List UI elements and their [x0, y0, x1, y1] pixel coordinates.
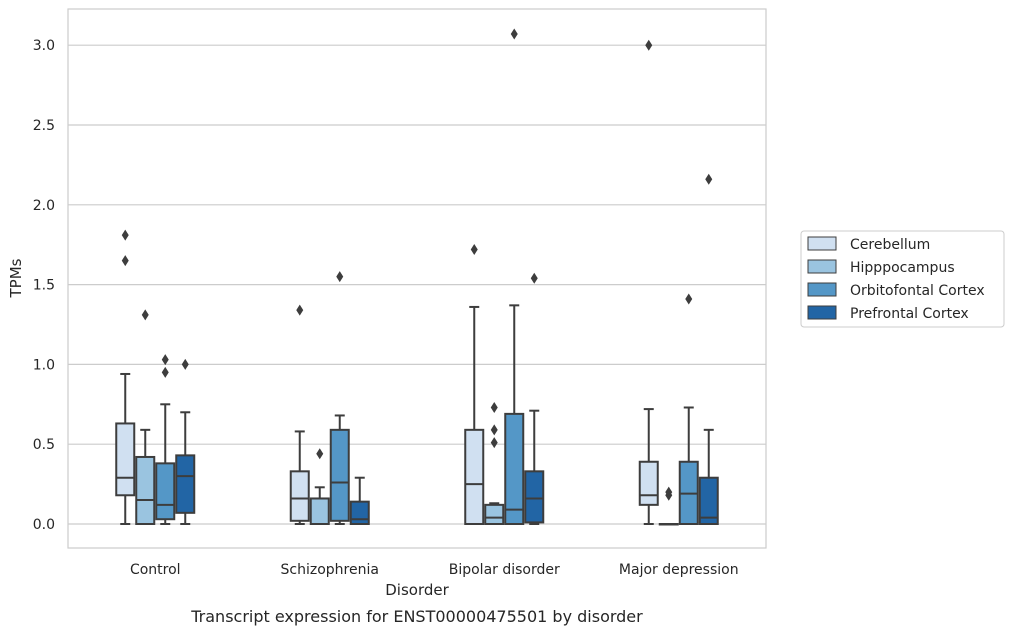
box-cerebellum	[464, 243, 485, 525]
outlier-marker	[141, 309, 149, 321]
outlier-marker	[296, 304, 304, 316]
y-tick-label: 1.5	[33, 278, 55, 294]
box-body	[638, 460, 659, 506]
legend-label: Prefrontal Cortex	[850, 306, 969, 322]
box-cerebellum	[115, 229, 136, 525]
outlier-marker	[121, 229, 129, 241]
outlier-marker	[490, 401, 498, 413]
box-body	[289, 470, 310, 522]
legend: Cerebellum Hipppocampus Orbitofontal Corte…	[800, 230, 1005, 328]
box-body	[349, 500, 370, 526]
x-tick-label: Schizophrenia	[281, 562, 379, 578]
box-hipppocampus	[658, 486, 679, 526]
y-tick-label: 0.5	[33, 437, 55, 453]
x-tick-label: Control	[130, 562, 181, 578]
box-cerebellum	[289, 304, 310, 525]
outlier-marker	[705, 173, 713, 185]
box-prefrontal-cortex	[698, 173, 719, 526]
y-axis-ticks: 0.0 0.5 1.0 1.5 2.0 2.5 3.0	[33, 38, 55, 533]
y-tick-label: 1.0	[33, 357, 55, 373]
legend-label: Hipppocampus	[850, 260, 955, 276]
box-prefrontal-cortex	[175, 358, 196, 525]
outlier-marker	[316, 448, 324, 460]
box-body	[135, 455, 156, 525]
box-hipppocampus	[309, 448, 330, 525]
outlier-marker	[121, 255, 129, 267]
outlier-marker	[510, 28, 518, 40]
plot-frame	[67, 8, 767, 549]
chart-caption: Transcript expression for ENST0000047550…	[190, 607, 643, 626]
box-orbitofontal-cortex	[329, 271, 350, 525]
box-body	[524, 470, 545, 524]
y-tick-label: 2.0	[33, 198, 55, 214]
legend-items: Cerebellum Hipppocampus Orbitofontal Corte…	[807, 236, 985, 322]
box-body	[155, 462, 176, 521]
outlier-marker	[181, 358, 189, 370]
box-orbitofontal-cortex	[678, 293, 699, 526]
box-orbitofontal-cortex	[504, 28, 525, 526]
y-tick-label: 3.0	[33, 38, 55, 54]
outlier-marker	[336, 271, 344, 283]
outlier-marker	[665, 486, 673, 498]
outlier-marker	[685, 293, 693, 305]
box-hipppocampus	[484, 401, 505, 525]
box-orbitofontal-cortex	[155, 354, 176, 525]
legend-swatch	[807, 305, 837, 320]
box-cerebellum	[638, 39, 659, 525]
x-axis-ticks: Control Schizophrenia Bipolar disorder Majo…	[130, 562, 739, 578]
outlier-marker	[161, 354, 169, 366]
legend-frame	[800, 230, 1005, 328]
box-body	[484, 503, 505, 525]
box-body	[309, 497, 330, 525]
box-prefrontal-cortex	[524, 272, 545, 525]
y-tick-label: 2.5	[33, 118, 55, 134]
y-axis-label: TPMs	[7, 258, 25, 298]
box-body	[504, 412, 525, 526]
legend-swatch	[807, 282, 837, 297]
x-tick-label: Major depression	[619, 562, 739, 578]
outlier-marker	[161, 366, 169, 378]
legend-swatch	[807, 236, 837, 251]
x-tick-label: Bipolar disorder	[449, 562, 560, 578]
box-prefrontal-cortex	[349, 476, 370, 526]
outlier-marker	[490, 437, 498, 449]
box-body	[698, 476, 719, 526]
box-body	[175, 454, 196, 514]
outlier-marker	[645, 39, 653, 51]
box-body	[464, 428, 485, 525]
legend-label: Cerebellum	[850, 237, 930, 253]
legend-swatch	[807, 259, 837, 274]
outlier-marker	[470, 243, 478, 255]
legend-label: Orbitofontal Cortex	[850, 283, 985, 299]
x-axis-label: Disorder	[385, 581, 449, 599]
box-groups	[115, 28, 719, 526]
outlier-marker	[530, 272, 538, 284]
box-hipppocampus	[135, 309, 156, 525]
box-body	[115, 422, 136, 497]
y-tick-label: 0.0	[33, 517, 55, 533]
box-body	[329, 428, 350, 522]
outlier-marker	[490, 424, 498, 436]
